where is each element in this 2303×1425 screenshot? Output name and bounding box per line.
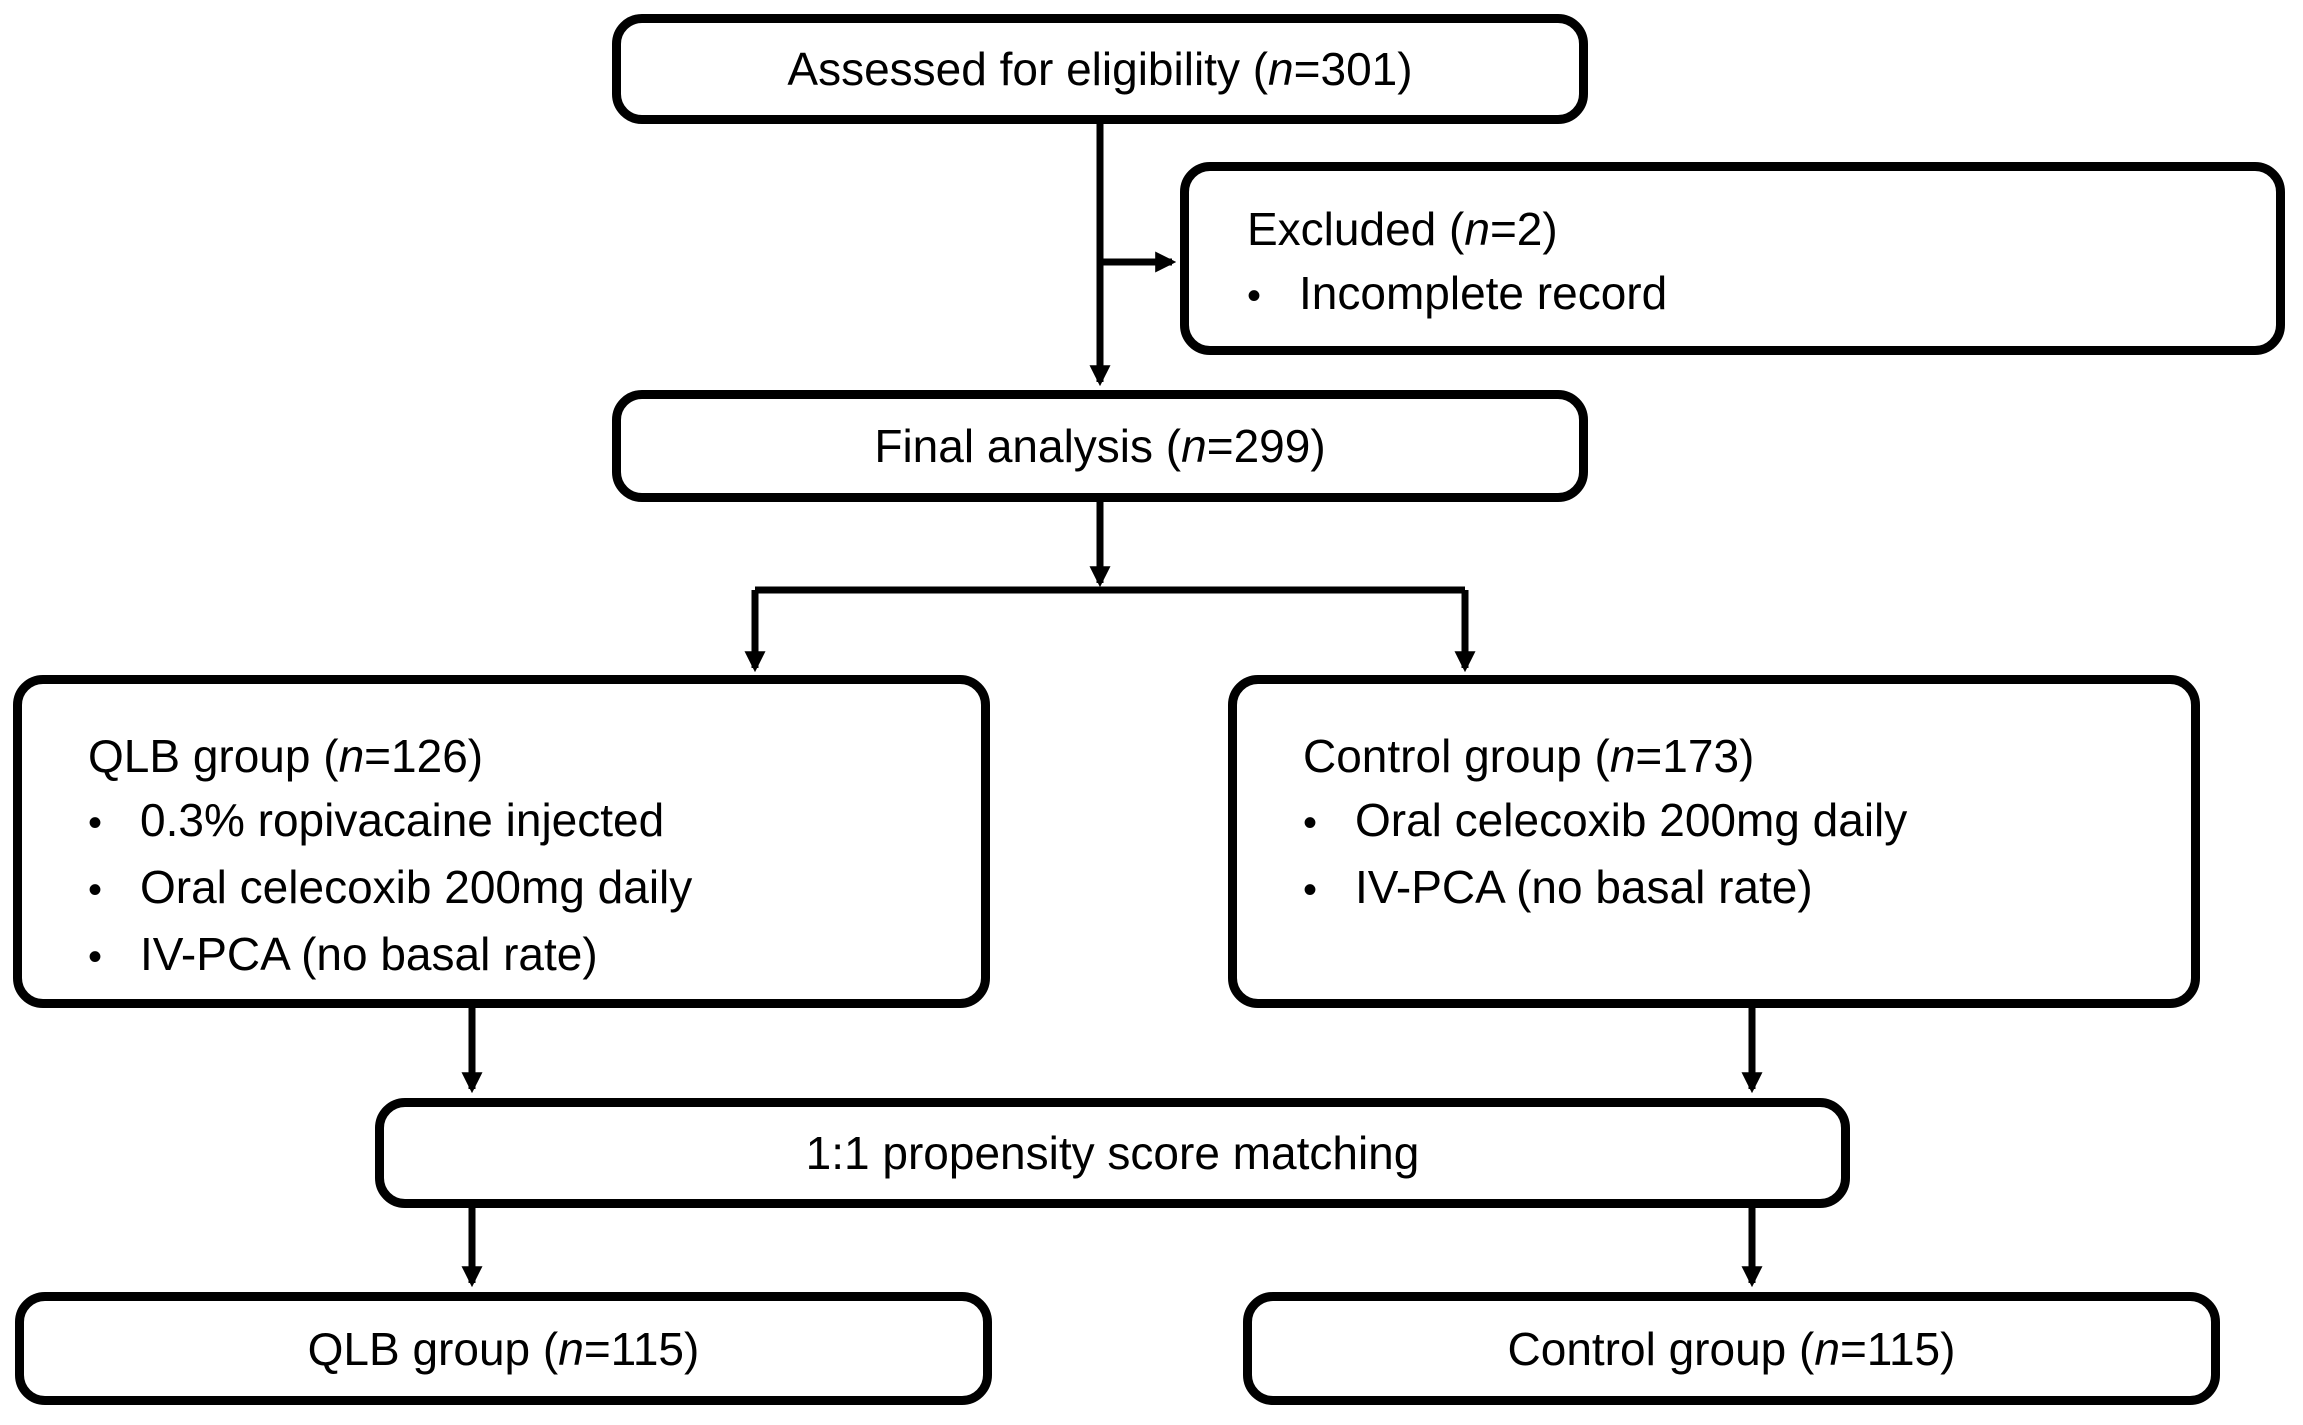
n-italic: n <box>1609 730 1636 782</box>
box-label: Control group (n=115) <box>1508 1317 1956 1381</box>
box-qlb-group-matched: QLB group (n=115) <box>15 1292 992 1405</box>
label-text: =115) <box>1839 1322 1956 1375</box>
box-label: Control group (n=173) <box>1303 724 1754 788</box>
n-italic: n <box>338 730 365 782</box>
box-assessed-eligibility: Assessed for eligibility (n=301) <box>612 14 1588 124</box>
box-excluded: Excluded (n=2) • Incomplete record <box>1180 162 2285 355</box>
bullet-text: Oral celecoxib 200mg daily <box>1355 794 1908 846</box>
n-italic: n <box>558 1322 584 1375</box>
bullet-icon: • <box>1247 274 1262 318</box>
box-label: 1:1 propensity score matching <box>806 1121 1420 1185</box>
label-text: Assessed for eligibility ( <box>787 43 1269 95</box>
bullet-item: • Oral celecoxib 200mg daily <box>88 855 692 922</box>
bullet-icon: • <box>88 868 103 912</box>
bullet-text: IV-PCA (no basal rate) <box>1355 861 1813 913</box>
n-italic: n <box>1814 1322 1840 1375</box>
box-propensity-matching: 1:1 propensity score matching <box>375 1098 1850 1208</box>
box-control-group-matched: Control group (n=115) <box>1243 1292 2220 1405</box>
bullet-text: 0.3% ropivacaine injected <box>140 794 665 846</box>
bullet-text: Incomplete record <box>1299 267 1668 319</box>
n-italic: n <box>1181 420 1207 472</box>
box-label: QLB group (n=115) <box>308 1317 700 1381</box>
label-text: 1:1 propensity score matching <box>805 1127 1420 1179</box>
bullet-icon: • <box>88 801 103 845</box>
box-label: QLB group (n=126) <box>88 724 483 788</box>
bullet-item: • Oral celecoxib 200mg daily <box>1303 788 1907 855</box>
label-text: =299) <box>1206 420 1326 472</box>
label-text: =173) <box>1635 730 1755 782</box>
bullet-text: Oral celecoxib 200mg daily <box>140 861 693 913</box>
box-final-analysis: Final analysis (n=299) <box>612 390 1588 502</box>
bullet-item: • 0.3% ropivacaine injected <box>88 788 664 855</box>
bullet-item: • IV-PCA (no basal rate) <box>1303 855 1813 922</box>
box-label: Assessed for eligibility (n=301) <box>787 37 1412 101</box>
label-text: Control group ( <box>1507 1322 1815 1375</box>
bullet-icon: • <box>88 935 103 979</box>
bullet-icon: • <box>1303 801 1318 845</box>
bullet-icon: • <box>1303 868 1318 912</box>
n-italic: n <box>1268 43 1294 95</box>
box-label: Excluded (n=2) <box>1247 197 1558 261</box>
label-text: QLB group ( <box>88 730 339 782</box>
n-italic: n <box>1464 203 1490 255</box>
bullet-item: • IV-PCA (no basal rate) <box>88 922 598 989</box>
label-text: Control group ( <box>1303 730 1610 782</box>
label-text: =301) <box>1293 43 1413 95</box>
box-label: Final analysis (n=299) <box>874 414 1325 478</box>
box-control-group: Control group (n=173) • Oral celecoxib 2… <box>1228 675 2200 1008</box>
box-qlb-group: QLB group (n=126) • 0.3% ropivacaine inj… <box>13 675 990 1008</box>
label-text: Excluded ( <box>1247 203 1465 255</box>
bullet-text: IV-PCA (no basal rate) <box>140 928 598 980</box>
label-text: =115) <box>583 1322 700 1375</box>
label-text: =126) <box>364 730 484 782</box>
label-text: =2) <box>1489 203 1558 255</box>
label-text: QLB group ( <box>307 1322 559 1375</box>
label-text: Final analysis ( <box>874 420 1182 472</box>
bullet-item: • Incomplete record <box>1247 261 1667 328</box>
